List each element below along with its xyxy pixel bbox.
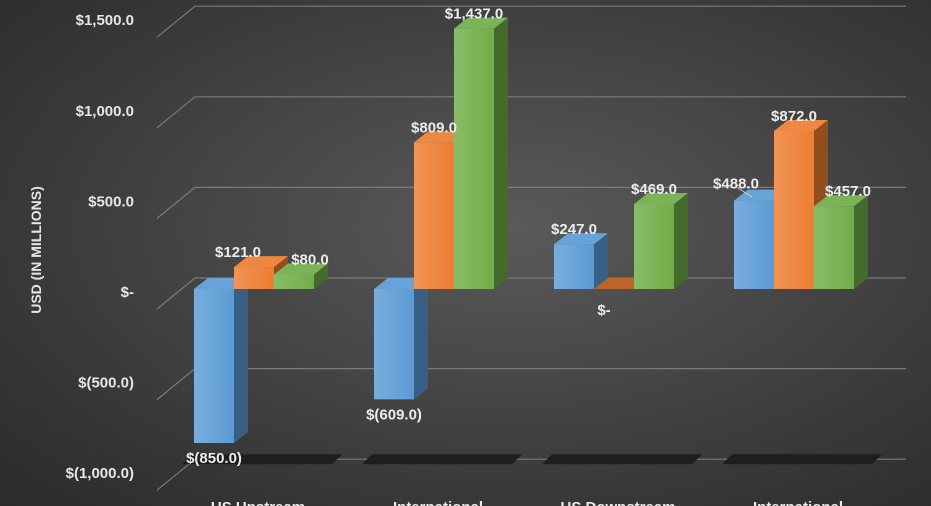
bar-front	[234, 267, 274, 289]
bar-top	[454, 17, 508, 29]
data-label: $247.0	[551, 221, 597, 238]
gridline	[156, 368, 906, 401]
bar-side	[314, 263, 328, 289]
bar-front	[774, 130, 814, 289]
y-tick-label: $1,000.0	[76, 103, 134, 120]
bar-side	[674, 193, 688, 289]
data-label: $872.0	[771, 108, 817, 125]
data-label: $121.0	[215, 244, 261, 261]
bar-front	[814, 206, 854, 289]
bar-front	[274, 274, 314, 289]
category-label: International	[393, 499, 483, 506]
data-label: $80.0	[291, 252, 329, 269]
bar-top	[274, 263, 328, 275]
gridline	[156, 96, 906, 129]
y-tick-label: $-	[121, 284, 134, 301]
category-label: US Upstream	[211, 499, 305, 506]
data-label: $469.0	[631, 181, 677, 198]
category-labels: US Upstream International US Downstream Int…	[211, 499, 843, 506]
data-label: $-	[597, 302, 610, 319]
category-label: US Downstream	[560, 499, 675, 506]
bar-front	[454, 28, 494, 289]
bar	[374, 278, 428, 400]
bar-top	[234, 256, 288, 268]
bar	[454, 17, 508, 289]
y-axis-ticks: $1,500.0 $1,000.0 $500.0 $- $(500.0) $(1,000.…	[66, 12, 134, 482]
bar-top	[554, 233, 608, 245]
gridline	[156, 186, 906, 219]
bar-front	[634, 204, 674, 289]
bar-side	[494, 17, 508, 289]
bar	[634, 193, 688, 289]
bar-top	[634, 193, 688, 205]
bar	[554, 233, 608, 289]
y-axis-label: USD (IN MILLIONS)	[28, 186, 44, 314]
floor-slab	[362, 454, 522, 465]
data-label: $809.0	[411, 119, 457, 136]
floor-slab	[542, 454, 702, 465]
bar-front	[194, 289, 234, 444]
data-label: $(609.0)	[366, 406, 422, 423]
bar	[274, 263, 328, 289]
category-label: International	[753, 499, 843, 506]
data-label: $457.0	[825, 183, 871, 200]
floor-slab	[722, 454, 882, 465]
bar-top	[774, 119, 828, 131]
bar-front	[734, 200, 774, 289]
data-label: $(850.0)	[186, 450, 242, 467]
bar-side	[234, 278, 248, 444]
bar-front	[414, 142, 454, 289]
bar-front	[374, 289, 414, 400]
data-label: $1,437.0	[445, 6, 503, 23]
y-tick-label: $500.0	[88, 193, 134, 210]
bars	[194, 17, 868, 444]
bar	[194, 278, 248, 444]
floor-slab	[182, 454, 342, 465]
y-tick-label: $(1,000.0)	[66, 465, 134, 482]
bar-side	[414, 278, 428, 400]
bar-side	[854, 195, 868, 289]
data-label: $488.0	[713, 176, 759, 193]
bar-side	[594, 233, 608, 289]
bar-front	[554, 244, 594, 289]
chart-floor	[182, 454, 882, 465]
bar	[814, 195, 868, 289]
data-labels: $(850.0) $121.0 $80.0 $(609.0) $809.0 $1,437.…	[186, 6, 871, 467]
gridline	[156, 5, 906, 38]
y-tick-label: $1,500.0	[76, 12, 134, 29]
leader-line	[737, 187, 753, 198]
bar-top	[814, 195, 868, 207]
y-tick-label: $(500.0)	[78, 375, 134, 392]
